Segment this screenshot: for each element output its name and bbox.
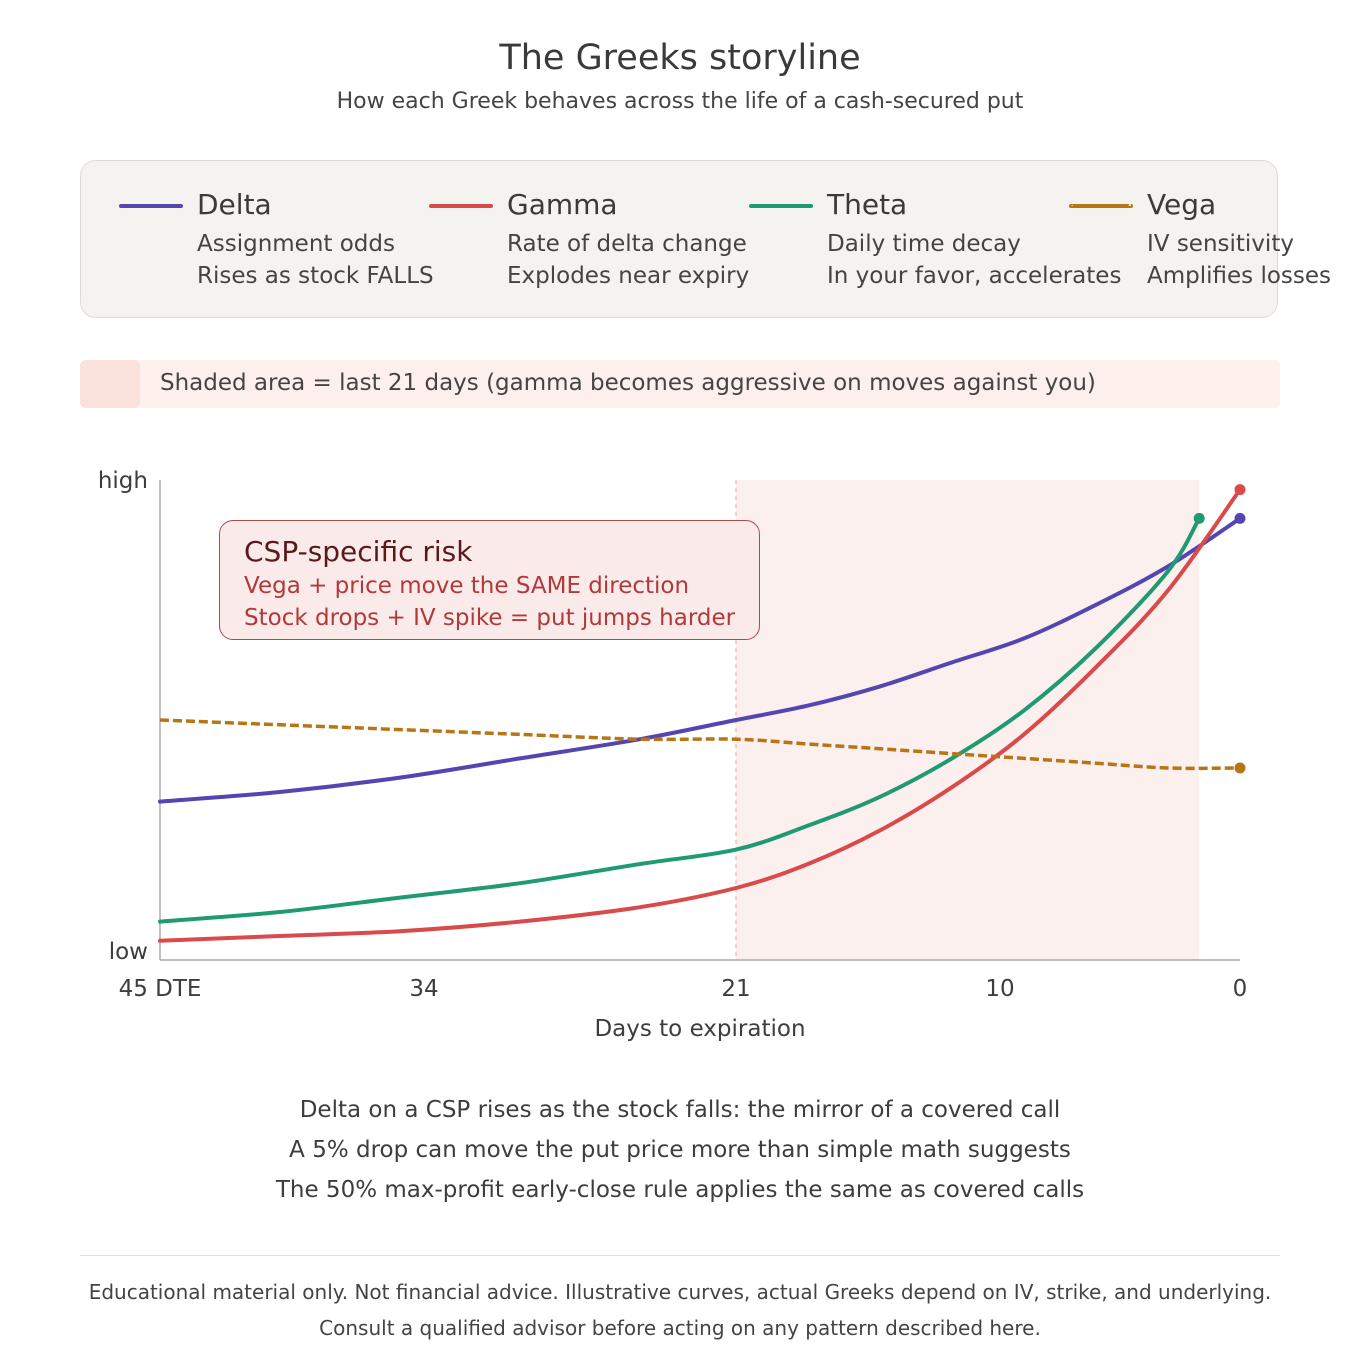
legend-name-gamma: Gamma bbox=[507, 188, 618, 221]
legend-desc-delta-1: Assignment odds bbox=[197, 231, 395, 257]
x-axis-label: Days to expiration bbox=[594, 1016, 805, 1042]
legend-swatch-vega bbox=[1069, 204, 1133, 208]
shaded-area-note-text: Shaded area = last 21 days (gamma become… bbox=[160, 370, 1096, 396]
legend: Delta Assignment odds Rises as stock FAL… bbox=[80, 160, 1331, 318]
note-line-2: A 5% drop can move the put price more th… bbox=[289, 1137, 1071, 1163]
series-endpoint-gamma bbox=[1234, 484, 1246, 496]
legend-desc-theta-2: In your favor, accelerates bbox=[827, 263, 1122, 289]
legend-name-delta: Delta bbox=[197, 188, 272, 221]
legend-desc-gamma-2: Explodes near expiry bbox=[507, 263, 750, 289]
shaded-last-21-days bbox=[736, 480, 1200, 960]
series-line-vega bbox=[159, 718, 1241, 771]
series-line-gamma bbox=[158, 487, 1242, 943]
csp-risk-callout: CSP-specific risk Vega + price move the … bbox=[219, 520, 760, 640]
chart-title: The Greeks storyline bbox=[499, 38, 861, 78]
legend-name-theta: Theta bbox=[827, 188, 908, 221]
callout-line-1: Vega + price move the SAME direction bbox=[244, 573, 690, 599]
footer-divider bbox=[80, 1255, 1280, 1256]
legend-desc-vega-2: Amplifies losses bbox=[1147, 263, 1332, 289]
x-tick-label: 10 bbox=[985, 976, 1014, 1002]
series-line-delta bbox=[158, 516, 1242, 804]
callout-title: CSP-specific risk bbox=[244, 535, 473, 568]
disclaimer-line-1: Educational material only. Not financial… bbox=[88, 1280, 1272, 1304]
legend-desc-theta-1: Daily time decay bbox=[827, 231, 1021, 257]
series-line-theta bbox=[158, 516, 1202, 924]
legend-desc-gamma-1: Rate of delta change bbox=[507, 231, 747, 257]
x-tick-label: 0 bbox=[1233, 976, 1248, 1002]
x-tick-label: 21 bbox=[721, 976, 750, 1002]
legend-swatch-theta bbox=[749, 204, 813, 208]
note-line-3: The 50% max-profit early-close rule appl… bbox=[275, 1177, 1085, 1203]
series-endpoint-delta bbox=[1234, 512, 1246, 524]
shaded-area-note: Shaded area = last 21 days (gamma become… bbox=[80, 360, 1280, 408]
series-endpoint-vega bbox=[1234, 762, 1246, 774]
chart-subtitle: How each Greek behaves across the life o… bbox=[336, 89, 1024, 114]
disclaimer-line-2: Consult a qualified advisor before actin… bbox=[319, 1316, 1041, 1340]
legend-desc-vega-1: IV sensitivity bbox=[1147, 231, 1294, 257]
shaded-area-swatch bbox=[80, 360, 140, 408]
x-tick-label: 45 DTE bbox=[119, 976, 202, 1002]
series-endpoint-theta bbox=[1193, 512, 1205, 524]
x-tick-label: 34 bbox=[409, 976, 438, 1002]
legend-swatch-gamma bbox=[429, 204, 493, 208]
legend-swatch-delta bbox=[119, 204, 183, 208]
chart-plot: high low 45 DTE 34 21 10 0 Days to expiration bbox=[98, 468, 1248, 1042]
legend-desc-delta-2: Rises as stock FALLS bbox=[197, 263, 434, 289]
note-line-1: Delta on a CSP rises as the stock falls:… bbox=[299, 1097, 1061, 1123]
legend-name-vega: Vega bbox=[1147, 188, 1217, 221]
y-tick-label-high: high bbox=[98, 468, 148, 494]
y-tick-label-low: low bbox=[109, 939, 148, 965]
callout-line-2: Stock drops + IV spike = put jumps harde… bbox=[244, 605, 736, 631]
